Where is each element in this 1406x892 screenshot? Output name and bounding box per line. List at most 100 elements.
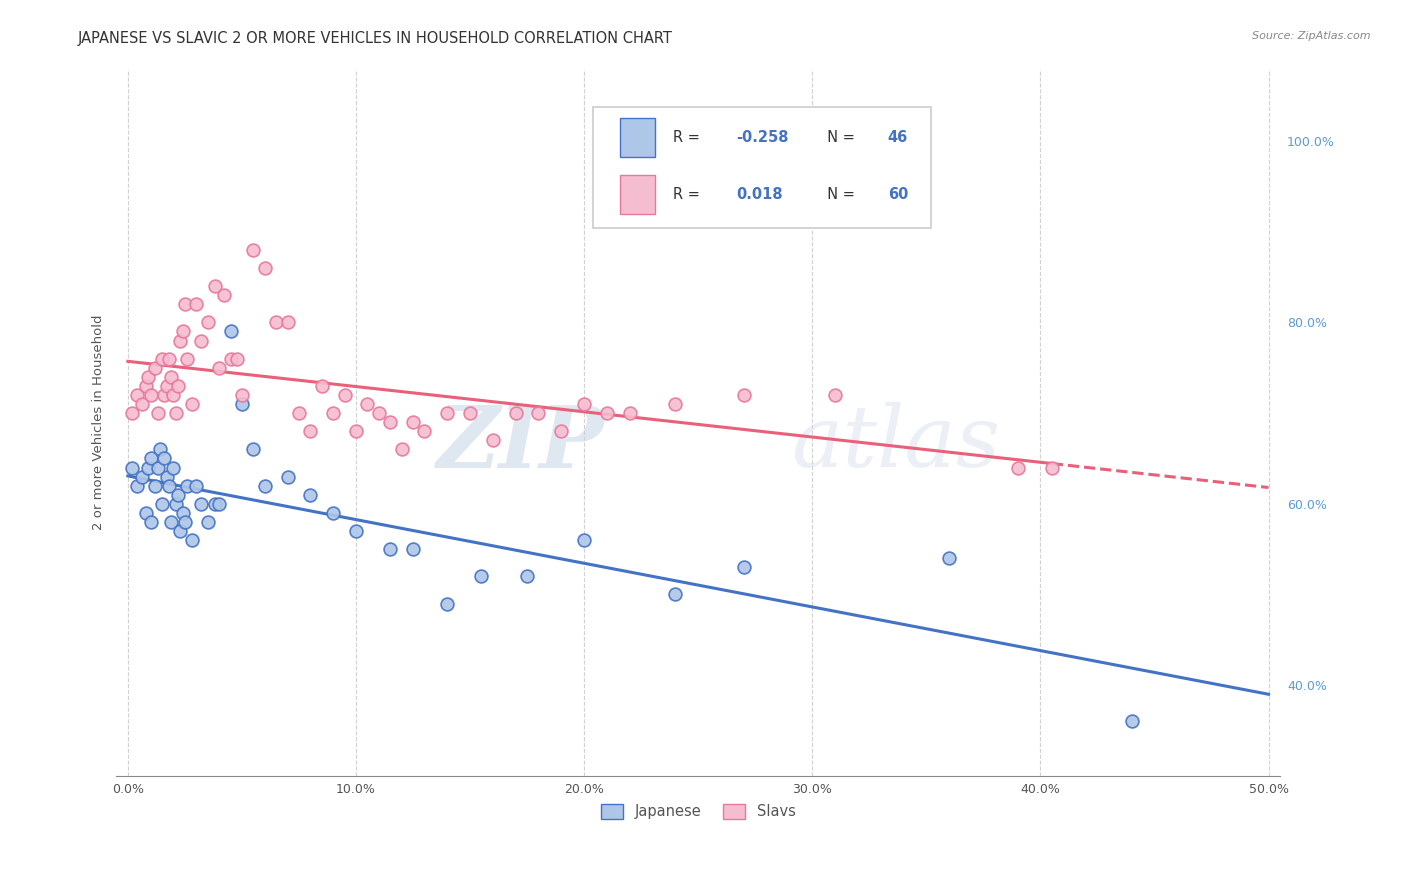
Point — [277, 315, 299, 329]
Point — [288, 406, 311, 420]
Point — [253, 260, 276, 275]
Point — [516, 569, 538, 583]
Point — [253, 478, 276, 492]
Point — [344, 524, 367, 538]
Text: 46: 46 — [887, 130, 908, 145]
Point — [139, 388, 162, 402]
Point — [402, 415, 425, 429]
Point — [125, 478, 148, 492]
Point — [226, 351, 249, 366]
Legend: Japanese, Slavs: Japanese, Slavs — [595, 798, 801, 825]
Point — [1007, 460, 1029, 475]
Point — [180, 397, 202, 411]
FancyBboxPatch shape — [620, 175, 655, 213]
Point — [231, 388, 253, 402]
Point — [505, 406, 527, 420]
Point — [367, 406, 389, 420]
Point — [204, 279, 226, 293]
Point — [167, 379, 190, 393]
Point — [619, 406, 641, 420]
Point — [436, 597, 458, 611]
Point — [380, 415, 402, 429]
Point — [186, 297, 208, 311]
Text: atlas: atlas — [792, 402, 1001, 484]
Point — [197, 315, 219, 329]
Point — [344, 424, 367, 438]
Point — [138, 460, 160, 475]
Point — [167, 488, 190, 502]
Point — [190, 497, 212, 511]
Point — [380, 542, 402, 557]
Point — [153, 388, 176, 402]
Point — [121, 460, 143, 475]
Point — [219, 351, 242, 366]
Text: Source: ZipAtlas.com: Source: ZipAtlas.com — [1253, 31, 1371, 41]
Point — [125, 388, 148, 402]
Point — [482, 434, 505, 448]
Point — [162, 388, 184, 402]
Point — [413, 424, 436, 438]
Point — [173, 515, 195, 529]
Point — [322, 406, 344, 420]
Y-axis label: 2 or more Vehicles in Household: 2 or more Vehicles in Household — [93, 314, 105, 530]
Point — [153, 451, 176, 466]
Point — [333, 388, 356, 402]
Point — [160, 369, 183, 384]
Point — [169, 524, 191, 538]
Point — [242, 442, 264, 457]
Point — [208, 497, 231, 511]
Point — [197, 515, 219, 529]
Point — [162, 460, 184, 475]
Text: R =: R = — [672, 130, 704, 145]
Point — [176, 478, 198, 492]
Point — [596, 406, 619, 420]
Text: 60: 60 — [887, 186, 908, 202]
Point — [138, 369, 160, 384]
Point — [664, 397, 686, 411]
FancyBboxPatch shape — [593, 107, 931, 227]
Point — [135, 379, 157, 393]
Point — [470, 569, 492, 583]
Point — [160, 515, 183, 529]
Point — [527, 406, 550, 420]
Point — [143, 360, 166, 375]
Text: -0.258: -0.258 — [737, 130, 789, 145]
Point — [1040, 460, 1063, 475]
Point — [458, 406, 481, 420]
Point — [664, 587, 686, 601]
Point — [572, 397, 595, 411]
Point — [131, 469, 153, 483]
Point — [157, 351, 180, 366]
Point — [391, 442, 413, 457]
Point — [150, 351, 173, 366]
Point — [550, 424, 572, 438]
Point — [172, 506, 194, 520]
Point — [733, 560, 755, 574]
Point — [1121, 714, 1143, 729]
Point — [156, 379, 179, 393]
Point — [157, 478, 180, 492]
Point — [135, 506, 157, 520]
Point — [242, 243, 264, 257]
Point — [231, 397, 253, 411]
Point — [436, 406, 458, 420]
Point — [149, 442, 172, 457]
Point — [150, 497, 173, 511]
Point — [173, 297, 195, 311]
Point — [277, 469, 299, 483]
Point — [121, 406, 143, 420]
Point — [146, 406, 169, 420]
Point — [219, 325, 242, 339]
Point — [356, 397, 378, 411]
Point — [212, 288, 235, 302]
Point — [204, 497, 226, 511]
Text: ZIP: ZIP — [437, 401, 605, 485]
Text: R =: R = — [672, 186, 709, 202]
Point — [299, 424, 322, 438]
Point — [824, 388, 846, 402]
Point — [190, 334, 212, 348]
Text: JAPANESE VS SLAVIC 2 OR MORE VEHICLES IN HOUSEHOLD CORRELATION CHART: JAPANESE VS SLAVIC 2 OR MORE VEHICLES IN… — [77, 31, 672, 46]
Point — [402, 542, 425, 557]
Point — [139, 515, 162, 529]
Point — [572, 533, 595, 547]
